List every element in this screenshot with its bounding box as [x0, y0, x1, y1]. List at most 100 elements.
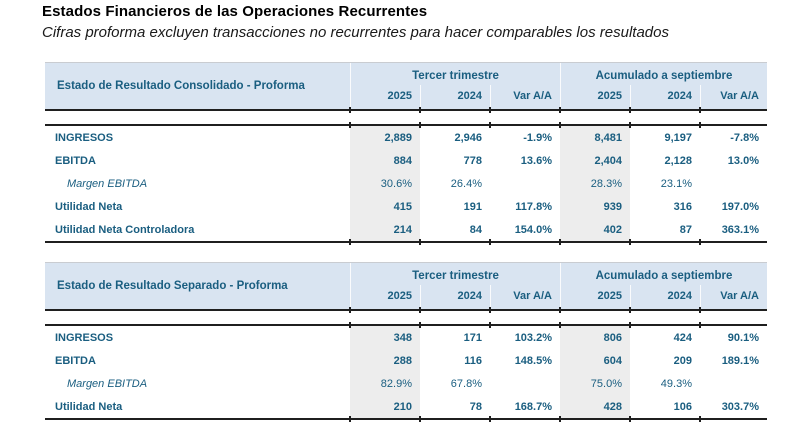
cell: 214 [350, 218, 420, 241]
cell: 90.1% [727, 331, 759, 344]
table-row: Utilidad Neta 415 191 117.8% 939 316 197… [45, 195, 767, 218]
cell: 87 [679, 223, 692, 236]
cell: -1.9% [523, 131, 552, 144]
table-bottom-rule [45, 416, 767, 422]
cell: 939 [560, 195, 630, 218]
table-header: Estado de Resultado Consolidado - Profor… [45, 62, 767, 109]
table-bottom-rule [45, 239, 767, 245]
table-row: Margen EBITDA 30.6% 26.4% 28.3% 23.1% [45, 172, 767, 195]
col-header: 2025 [560, 285, 630, 309]
column-tick [559, 122, 561, 128]
cell: 2,128 [664, 154, 692, 167]
column-headers: Tercer trimestre Acumulado a septiembre … [350, 263, 767, 309]
cell: 148.5% [514, 354, 552, 367]
cell: 806 [560, 326, 630, 349]
year-header-row: 2025 2024 Var A/A 2025 2024 Var A/A [350, 85, 767, 109]
group-header-q3: Tercer trimestre [350, 263, 560, 285]
column-headers: Tercer trimestre Acumulado a septiembre … [350, 63, 767, 109]
col-header: 2024 [630, 285, 700, 309]
body-top-rule [45, 122, 767, 128]
row-label: EBITDA [55, 154, 96, 167]
row-label: Margen EBITDA [67, 177, 148, 190]
table-row: EBITDA 288 116 148.5% 604 209 189.1% [45, 349, 767, 372]
cell: 30.6% [350, 172, 420, 195]
table-row: Utilidad Neta Controladora 214 84 154.0%… [45, 218, 767, 241]
column-tick [559, 307, 561, 313]
column-tick [559, 416, 561, 422]
column-tick [419, 107, 421, 113]
table-row: INGRESOS 348 171 103.2% 806 424 90.1% [45, 326, 767, 349]
col-header: 2024 [420, 285, 490, 309]
cell: 75.0% [560, 372, 630, 395]
table-row: Margen EBITDA 82.9% 67.8% 75.0% 49.3% [45, 372, 767, 395]
table-separado: Estado de Resultado Separado - Proforma … [45, 262, 767, 422]
table-body: INGRESOS 348 171 103.2% 806 424 90.1% EB… [45, 326, 767, 418]
header-bottom-rule [45, 107, 767, 113]
column-tick [629, 322, 631, 328]
column-tick [489, 107, 491, 113]
cell: 884 [350, 149, 420, 172]
cell: 106 [673, 400, 692, 413]
cell: 2,946 [454, 131, 482, 144]
cell: 8,481 [560, 126, 630, 149]
cell: 84 [469, 223, 482, 236]
column-tick [349, 307, 351, 313]
column-tick [559, 239, 561, 245]
column-tick [419, 322, 421, 328]
cell: 103.2% [514, 331, 552, 344]
cell: 82.9% [350, 372, 420, 395]
row-label: EBITDA [55, 354, 96, 367]
group-header-ytd: Acumulado a septiembre [560, 263, 767, 285]
cell: 288 [350, 349, 420, 372]
cell: 26.4% [450, 177, 482, 190]
column-tick [699, 322, 701, 328]
table-row: EBITDA 884 778 13.6% 2,404 2,128 13.0% [45, 149, 767, 172]
column-tick [349, 107, 351, 113]
body-top-rule [45, 322, 767, 328]
col-header: 2024 [420, 85, 490, 109]
cell: 67.8% [450, 377, 482, 390]
spacer [45, 111, 767, 124]
col-header: 2025 [560, 85, 630, 109]
group-header-ytd: Acumulado a septiembre [560, 63, 767, 85]
cell: 415 [350, 195, 420, 218]
cell: 197.0% [721, 200, 759, 213]
col-header: 2025 [350, 85, 420, 109]
cell [490, 372, 560, 395]
cell: 13.6% [520, 154, 552, 167]
column-tick [629, 122, 631, 128]
table-row: Utilidad Neta 210 78 168.7% 428 106 303.… [45, 395, 767, 418]
cell: 168.7% [514, 400, 552, 413]
cell: 13.0% [727, 154, 759, 167]
cell: 210 [350, 395, 420, 418]
column-tick [559, 322, 561, 328]
column-tick [489, 416, 491, 422]
cell: 428 [560, 395, 630, 418]
column-tick [629, 239, 631, 245]
column-tick [629, 307, 631, 313]
group-header-q3: Tercer trimestre [350, 63, 560, 85]
cell: 424 [673, 331, 692, 344]
table-row: INGRESOS 2,889 2,946 -1.9% 8,481 9,197 -… [45, 126, 767, 149]
column-tick [349, 322, 351, 328]
table-title: Estado de Resultado Separado - Proforma [57, 280, 288, 292]
row-label: Utilidad Neta Controladora [55, 223, 195, 236]
header-bottom-rule [45, 307, 767, 313]
cell: 2,404 [560, 149, 630, 172]
cell [700, 172, 767, 195]
column-tick [349, 416, 351, 422]
cell: 154.0% [514, 223, 552, 236]
column-tick [699, 239, 701, 245]
column-tick [699, 122, 701, 128]
column-tick [349, 239, 351, 245]
cell: 191 [463, 200, 482, 213]
col-header: Var A/A [700, 85, 767, 109]
col-header: Var A/A [700, 285, 767, 309]
row-label: Margen EBITDA [67, 377, 148, 390]
column-tick [489, 122, 491, 128]
col-header: Var A/A [490, 285, 560, 309]
group-header-row: Tercer trimestre Acumulado a septiembre [350, 263, 767, 285]
cell: 209 [673, 354, 692, 367]
cell: 604 [560, 349, 630, 372]
column-tick [419, 122, 421, 128]
